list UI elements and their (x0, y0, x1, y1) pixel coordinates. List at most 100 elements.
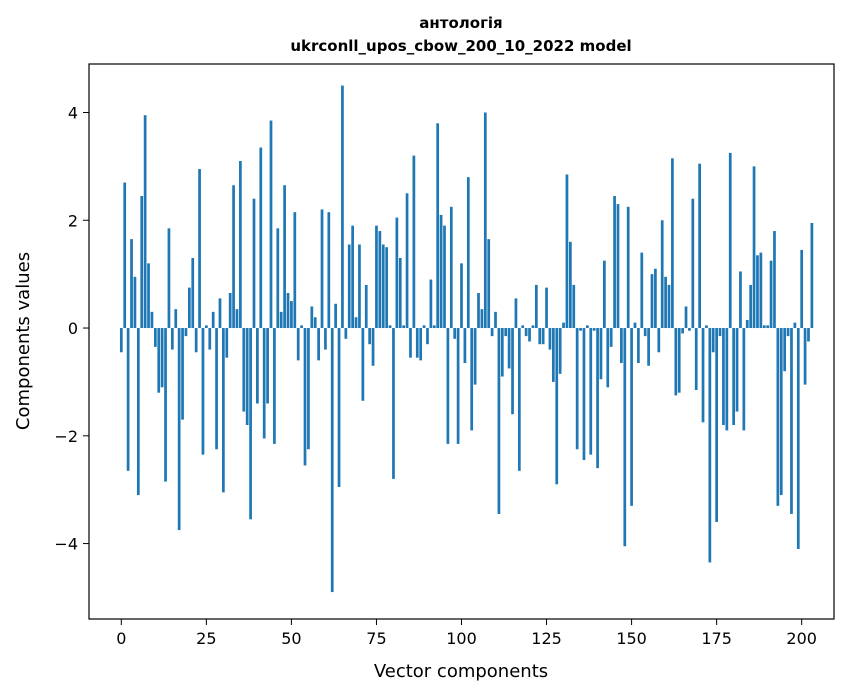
bar (279, 311, 283, 329)
bar (599, 328, 603, 380)
bar (715, 328, 718, 523)
bar (630, 328, 633, 506)
bar (354, 317, 358, 329)
bar (453, 328, 457, 339)
bar (364, 284, 368, 329)
bar (286, 293, 290, 329)
chart-title-line1: антологія (419, 14, 502, 32)
bar (249, 328, 252, 520)
bar (470, 328, 474, 431)
bar (705, 325, 708, 329)
bar (548, 328, 552, 350)
bar (164, 328, 167, 482)
bar (592, 328, 596, 331)
bar (681, 328, 684, 334)
bar (415, 328, 419, 358)
bar (398, 257, 402, 329)
x-tick-label: 175 (701, 629, 732, 648)
y-tick-label: 4 (68, 103, 78, 122)
bar (266, 328, 269, 404)
bar (694, 328, 698, 390)
bar (698, 163, 701, 329)
bar (664, 276, 667, 329)
bar (215, 328, 218, 450)
bar (779, 328, 783, 496)
bar (262, 328, 266, 439)
bar (290, 301, 293, 329)
bar (303, 328, 307, 466)
bar (147, 263, 150, 329)
bar (667, 284, 671, 329)
bar (728, 152, 732, 329)
bar (545, 287, 548, 329)
bar (735, 328, 739, 412)
bar (637, 328, 640, 364)
bar (609, 328, 613, 347)
bar (534, 284, 538, 329)
bar (324, 328, 327, 350)
bar (786, 328, 790, 337)
bar (446, 328, 450, 444)
bar (732, 328, 736, 426)
bar (603, 260, 606, 329)
bar (337, 328, 341, 487)
bar (718, 328, 722, 337)
bar (150, 311, 154, 329)
bar (480, 309, 484, 329)
x-tick-label: 25 (196, 629, 216, 648)
bar (589, 328, 593, 455)
bar (252, 198, 256, 329)
bar (463, 328, 467, 364)
bar (708, 328, 712, 563)
x-tick-label: 200 (786, 629, 817, 648)
bar (320, 209, 324, 329)
bar (551, 328, 555, 382)
bar (184, 328, 188, 337)
bar (140, 196, 144, 329)
bar (378, 231, 382, 329)
bar (341, 85, 344, 329)
bar (531, 325, 535, 329)
bar (143, 115, 147, 329)
bar (187, 287, 191, 329)
x-tick-label: 100 (446, 629, 477, 648)
bar (565, 174, 569, 329)
bar (296, 328, 300, 361)
bar (562, 322, 565, 329)
bar (351, 225, 355, 329)
bar (371, 328, 375, 366)
bar (347, 244, 351, 329)
bar (293, 212, 297, 329)
bar (616, 204, 620, 329)
bar (194, 328, 198, 353)
bar (711, 328, 715, 353)
bar (497, 328, 501, 514)
bar (232, 185, 235, 329)
bar (395, 217, 399, 329)
bar (810, 222, 814, 329)
bar (688, 328, 691, 331)
bar (749, 284, 753, 329)
bar (313, 317, 317, 329)
bar (259, 147, 263, 329)
bar (388, 325, 392, 329)
bar (555, 328, 559, 485)
bar (579, 328, 582, 331)
bar (620, 328, 623, 364)
bar (807, 328, 810, 342)
bar (762, 325, 766, 329)
bar (568, 241, 572, 329)
bar (205, 325, 208, 329)
bar (500, 328, 504, 377)
bar (487, 239, 491, 329)
y-tick-label: −2 (54, 427, 78, 446)
bar (123, 182, 127, 329)
bar (776, 328, 780, 506)
bar (466, 177, 470, 329)
bar (119, 328, 123, 353)
bar (742, 328, 746, 431)
bar (671, 158, 674, 329)
bar (201, 328, 205, 455)
bar (613, 196, 616, 329)
bar (208, 328, 212, 350)
